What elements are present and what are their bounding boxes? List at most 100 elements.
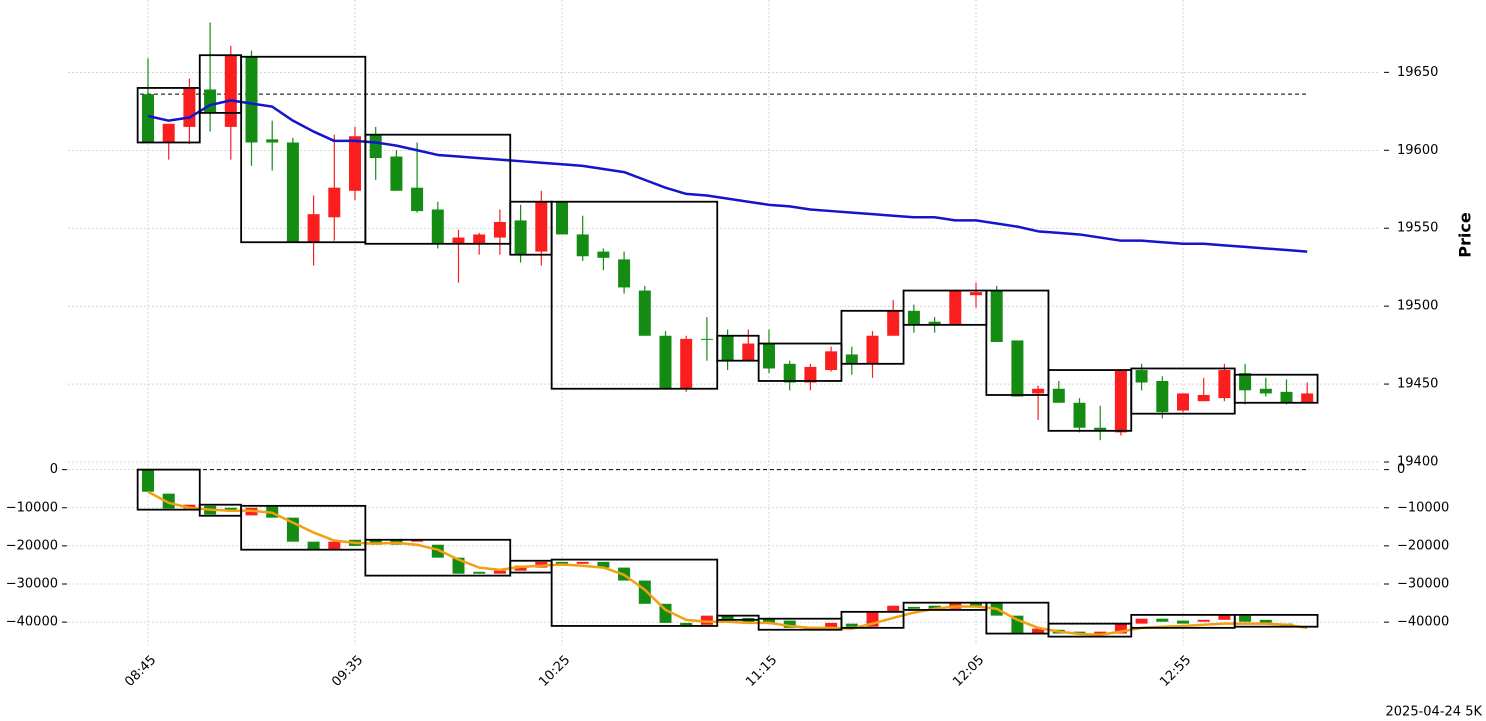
x-tick-label: 10:25 [536, 653, 573, 690]
range-box [1233, 373, 1319, 404]
candle-body [142, 94, 154, 143]
candle-body [825, 351, 838, 371]
range-box [136, 468, 201, 511]
candle-body [887, 605, 900, 613]
range-box [240, 55, 367, 244]
range-box [985, 289, 1050, 396]
candle-body [659, 335, 672, 389]
candle-body [1052, 388, 1065, 403]
range-box [716, 614, 760, 621]
range-box [1233, 613, 1319, 628]
range-box [550, 200, 719, 390]
candle-body [618, 259, 631, 288]
candle-body [431, 209, 444, 244]
candle-body [1280, 391, 1293, 403]
candle-body [1032, 388, 1045, 394]
line [147, 490, 1308, 636]
candle-body [493, 570, 506, 574]
candle-body [1114, 623, 1127, 634]
candle-body [845, 623, 858, 627]
candle-body [514, 220, 527, 255]
x-axis-label: 2025-04-24 5K [1386, 705, 1483, 720]
x-tick-label: 08:45 [122, 653, 159, 690]
candle-body [907, 310, 920, 325]
candle-body [742, 343, 755, 361]
candle-body [328, 541, 341, 550]
candle-body [224, 55, 237, 127]
candle-body [638, 290, 651, 336]
range-box [240, 504, 367, 551]
candle-body [411, 187, 424, 212]
candle-body [783, 620, 796, 628]
candle-body [763, 343, 775, 369]
range-box [136, 87, 201, 144]
candle-body [597, 561, 610, 568]
y-tick-label: 19600 [1397, 143, 1438, 158]
candle-body [535, 201, 548, 252]
candle-body [970, 292, 982, 296]
candle-body [949, 290, 962, 325]
candle-body [1239, 615, 1252, 622]
candle-body [700, 338, 713, 340]
candle-body [1239, 373, 1252, 391]
candle-body [928, 321, 941, 325]
range-box [550, 558, 719, 627]
y-tick-label: −40000 [1397, 615, 1449, 630]
y-tick-label: −30000 [6, 577, 58, 592]
range-box [1047, 622, 1133, 638]
candle-body [1301, 393, 1314, 403]
y-tick-label: −20000 [6, 538, 58, 553]
candle-body [1156, 380, 1169, 413]
candle-body [1135, 618, 1148, 624]
candle-body [907, 606, 920, 609]
candle-body [556, 201, 568, 235]
line [147, 99, 1308, 253]
range-box [364, 133, 512, 245]
candle-body [1094, 631, 1107, 635]
candle-body [1135, 370, 1148, 383]
candle-body [369, 134, 382, 159]
candle-body [1011, 340, 1024, 397]
candle-body [245, 56, 258, 143]
candle-body [970, 602, 982, 606]
candle-body [1094, 427, 1107, 431]
y-tick-label: 0 [50, 462, 58, 477]
candle-body [845, 354, 858, 364]
candle-body [266, 139, 279, 143]
candle-body [1197, 619, 1210, 622]
x-tick-label: 11:15 [743, 653, 780, 690]
candle-body [1259, 388, 1272, 394]
candle-body [783, 363, 796, 383]
candle-body [307, 541, 320, 550]
y-tick-label: −40000 [6, 615, 58, 630]
candle-body [183, 87, 196, 127]
candle-body [390, 156, 403, 191]
candle-body [307, 214, 320, 243]
range-box [840, 309, 905, 365]
y-tick-label: 19450 [1397, 377, 1438, 392]
y-tick-label: 19500 [1397, 299, 1438, 314]
candle-body [473, 571, 486, 574]
candle-body [142, 469, 154, 492]
candle-body [721, 335, 734, 361]
candle-body [1259, 619, 1272, 623]
candle-body [576, 234, 589, 257]
candle-body [473, 234, 486, 244]
x-tick-label: 09:35 [329, 653, 366, 690]
y-axis-label: Price [1456, 212, 1475, 258]
range-box [364, 538, 512, 577]
candle-body [990, 290, 1003, 342]
candle-body [1177, 393, 1189, 411]
candle-body [887, 310, 900, 336]
y-tick-label: −30000 [1397, 577, 1449, 592]
candle-body [349, 136, 361, 191]
candle-body [286, 142, 299, 243]
candle-body [1197, 394, 1210, 402]
candle-body [1032, 628, 1045, 634]
candle-body [369, 539, 382, 545]
candle-body [411, 540, 424, 542]
candle-body [680, 622, 693, 626]
y-tick-label: −20000 [1397, 538, 1449, 553]
y-tick-label: −10000 [6, 500, 58, 515]
